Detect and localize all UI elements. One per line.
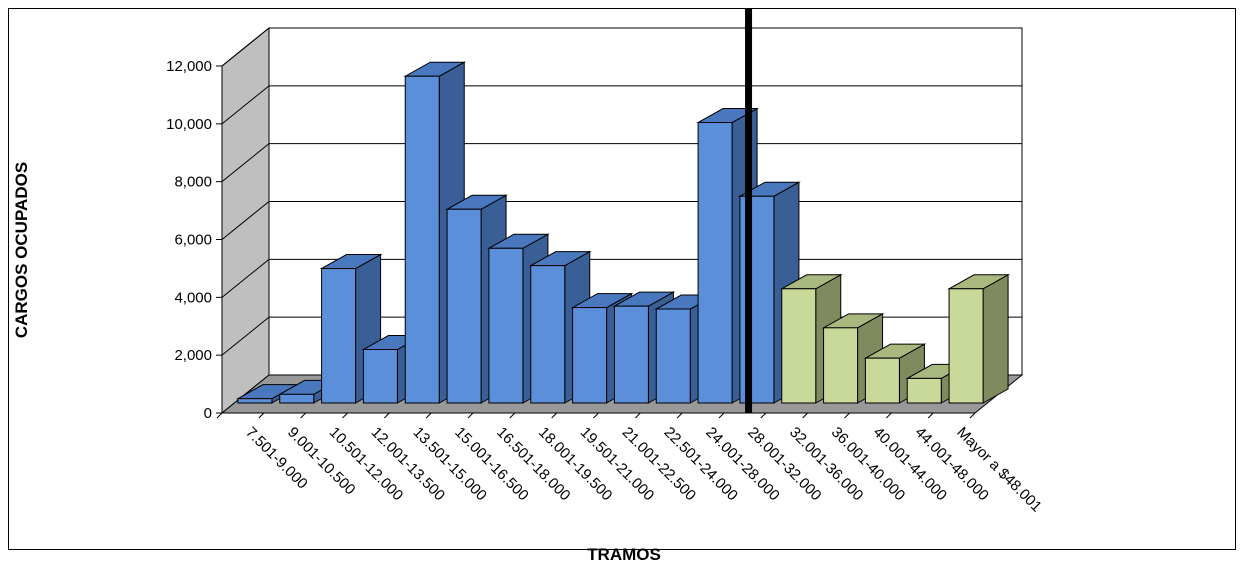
bar-front	[321, 268, 357, 404]
bar-front	[572, 307, 608, 404]
y-tick-label: 2,000	[174, 347, 212, 364]
x-tick-mark	[300, 412, 307, 419]
bar-front	[655, 308, 691, 404]
x-tick-label: 44.001-48.000	[912, 424, 992, 504]
x-tick-mark	[467, 412, 474, 419]
bar-side	[982, 273, 1009, 404]
y-axis-title: CARGOS OCUPADOS	[12, 162, 31, 338]
x-tick-mark	[551, 412, 558, 419]
bars	[236, 8, 1010, 413]
x-tick-mark	[676, 412, 683, 419]
gridline	[221, 85, 1022, 125]
y-tick-label: 10,000	[166, 116, 212, 133]
chart-frame	[8, 8, 1236, 550]
x-tick-mark	[802, 412, 809, 419]
x-tick-mark	[509, 412, 516, 419]
x-tick-mark	[969, 412, 976, 419]
y-tick-label: 12,000	[166, 58, 212, 75]
gridline	[221, 27, 1022, 67]
x-tick-mark	[258, 412, 265, 419]
x-axis-title: TRAMOS	[587, 545, 661, 563]
x-tick-label: 15.001-16.500	[451, 424, 531, 504]
x-tick-mark	[885, 412, 892, 419]
x-tick-label: 36.001-40.000	[828, 424, 908, 504]
x-axis-ticks: 7.501-9.0009.001-10.50010.501-12.00012.0…	[216, 412, 1045, 515]
x-tick-mark	[425, 412, 432, 419]
x-tick-label: 18.001-19.500	[535, 424, 615, 504]
bar-front	[613, 305, 649, 404]
x-tick-mark	[634, 412, 641, 419]
bar-front	[530, 265, 566, 404]
x-tick-label: 19.501-21.000	[577, 424, 657, 504]
bar-front	[864, 357, 900, 404]
x-tick-mark	[844, 412, 850, 419]
bar-front	[279, 393, 315, 404]
x-tick-label: 24.001-28.000	[702, 424, 782, 504]
bar-front	[823, 327, 859, 404]
bar-front	[488, 247, 524, 404]
bar-front	[697, 122, 733, 404]
y-tick-label: 8,000	[174, 174, 212, 191]
x-tick-label: 13.501-15.000	[410, 424, 490, 504]
bar-front	[446, 208, 482, 404]
x-tick-mark	[927, 412, 934, 419]
x-tick-mark	[718, 412, 725, 419]
x-tick-label: 12.001-13.500	[368, 424, 448, 504]
x-tick-label: 32.001-36.000	[786, 424, 866, 504]
bar-front	[404, 75, 440, 404]
gridline	[221, 143, 1022, 183]
x-tick-mark	[216, 412, 223, 419]
x-tick-label: 22.501-24.000	[661, 424, 741, 504]
y-tick-label: 6,000	[174, 232, 212, 249]
y-tick-label: 0	[204, 405, 212, 422]
bar-front	[362, 349, 398, 404]
bar-front	[237, 398, 273, 404]
x-tick-mark	[760, 412, 767, 419]
x-tick-label: 16.501-18.000	[493, 424, 573, 504]
bar-front	[781, 288, 817, 404]
bar-front	[739, 195, 775, 404]
bar	[947, 273, 1010, 404]
x-tick-label: 28.001-32.000	[744, 424, 824, 504]
y-tick-label: 4,000	[174, 289, 212, 306]
x-tick-mark	[593, 412, 599, 419]
x-tick-label: 10.501-12.000	[326, 424, 406, 504]
x-tick-label: 40.001-44.000	[870, 424, 950, 504]
bar-front	[906, 377, 942, 404]
x-tick-label: 21.001-22.500	[619, 424, 699, 504]
x-tick-mark	[383, 412, 390, 419]
bar-front	[948, 288, 984, 404]
x-tick-mark	[342, 412, 348, 419]
